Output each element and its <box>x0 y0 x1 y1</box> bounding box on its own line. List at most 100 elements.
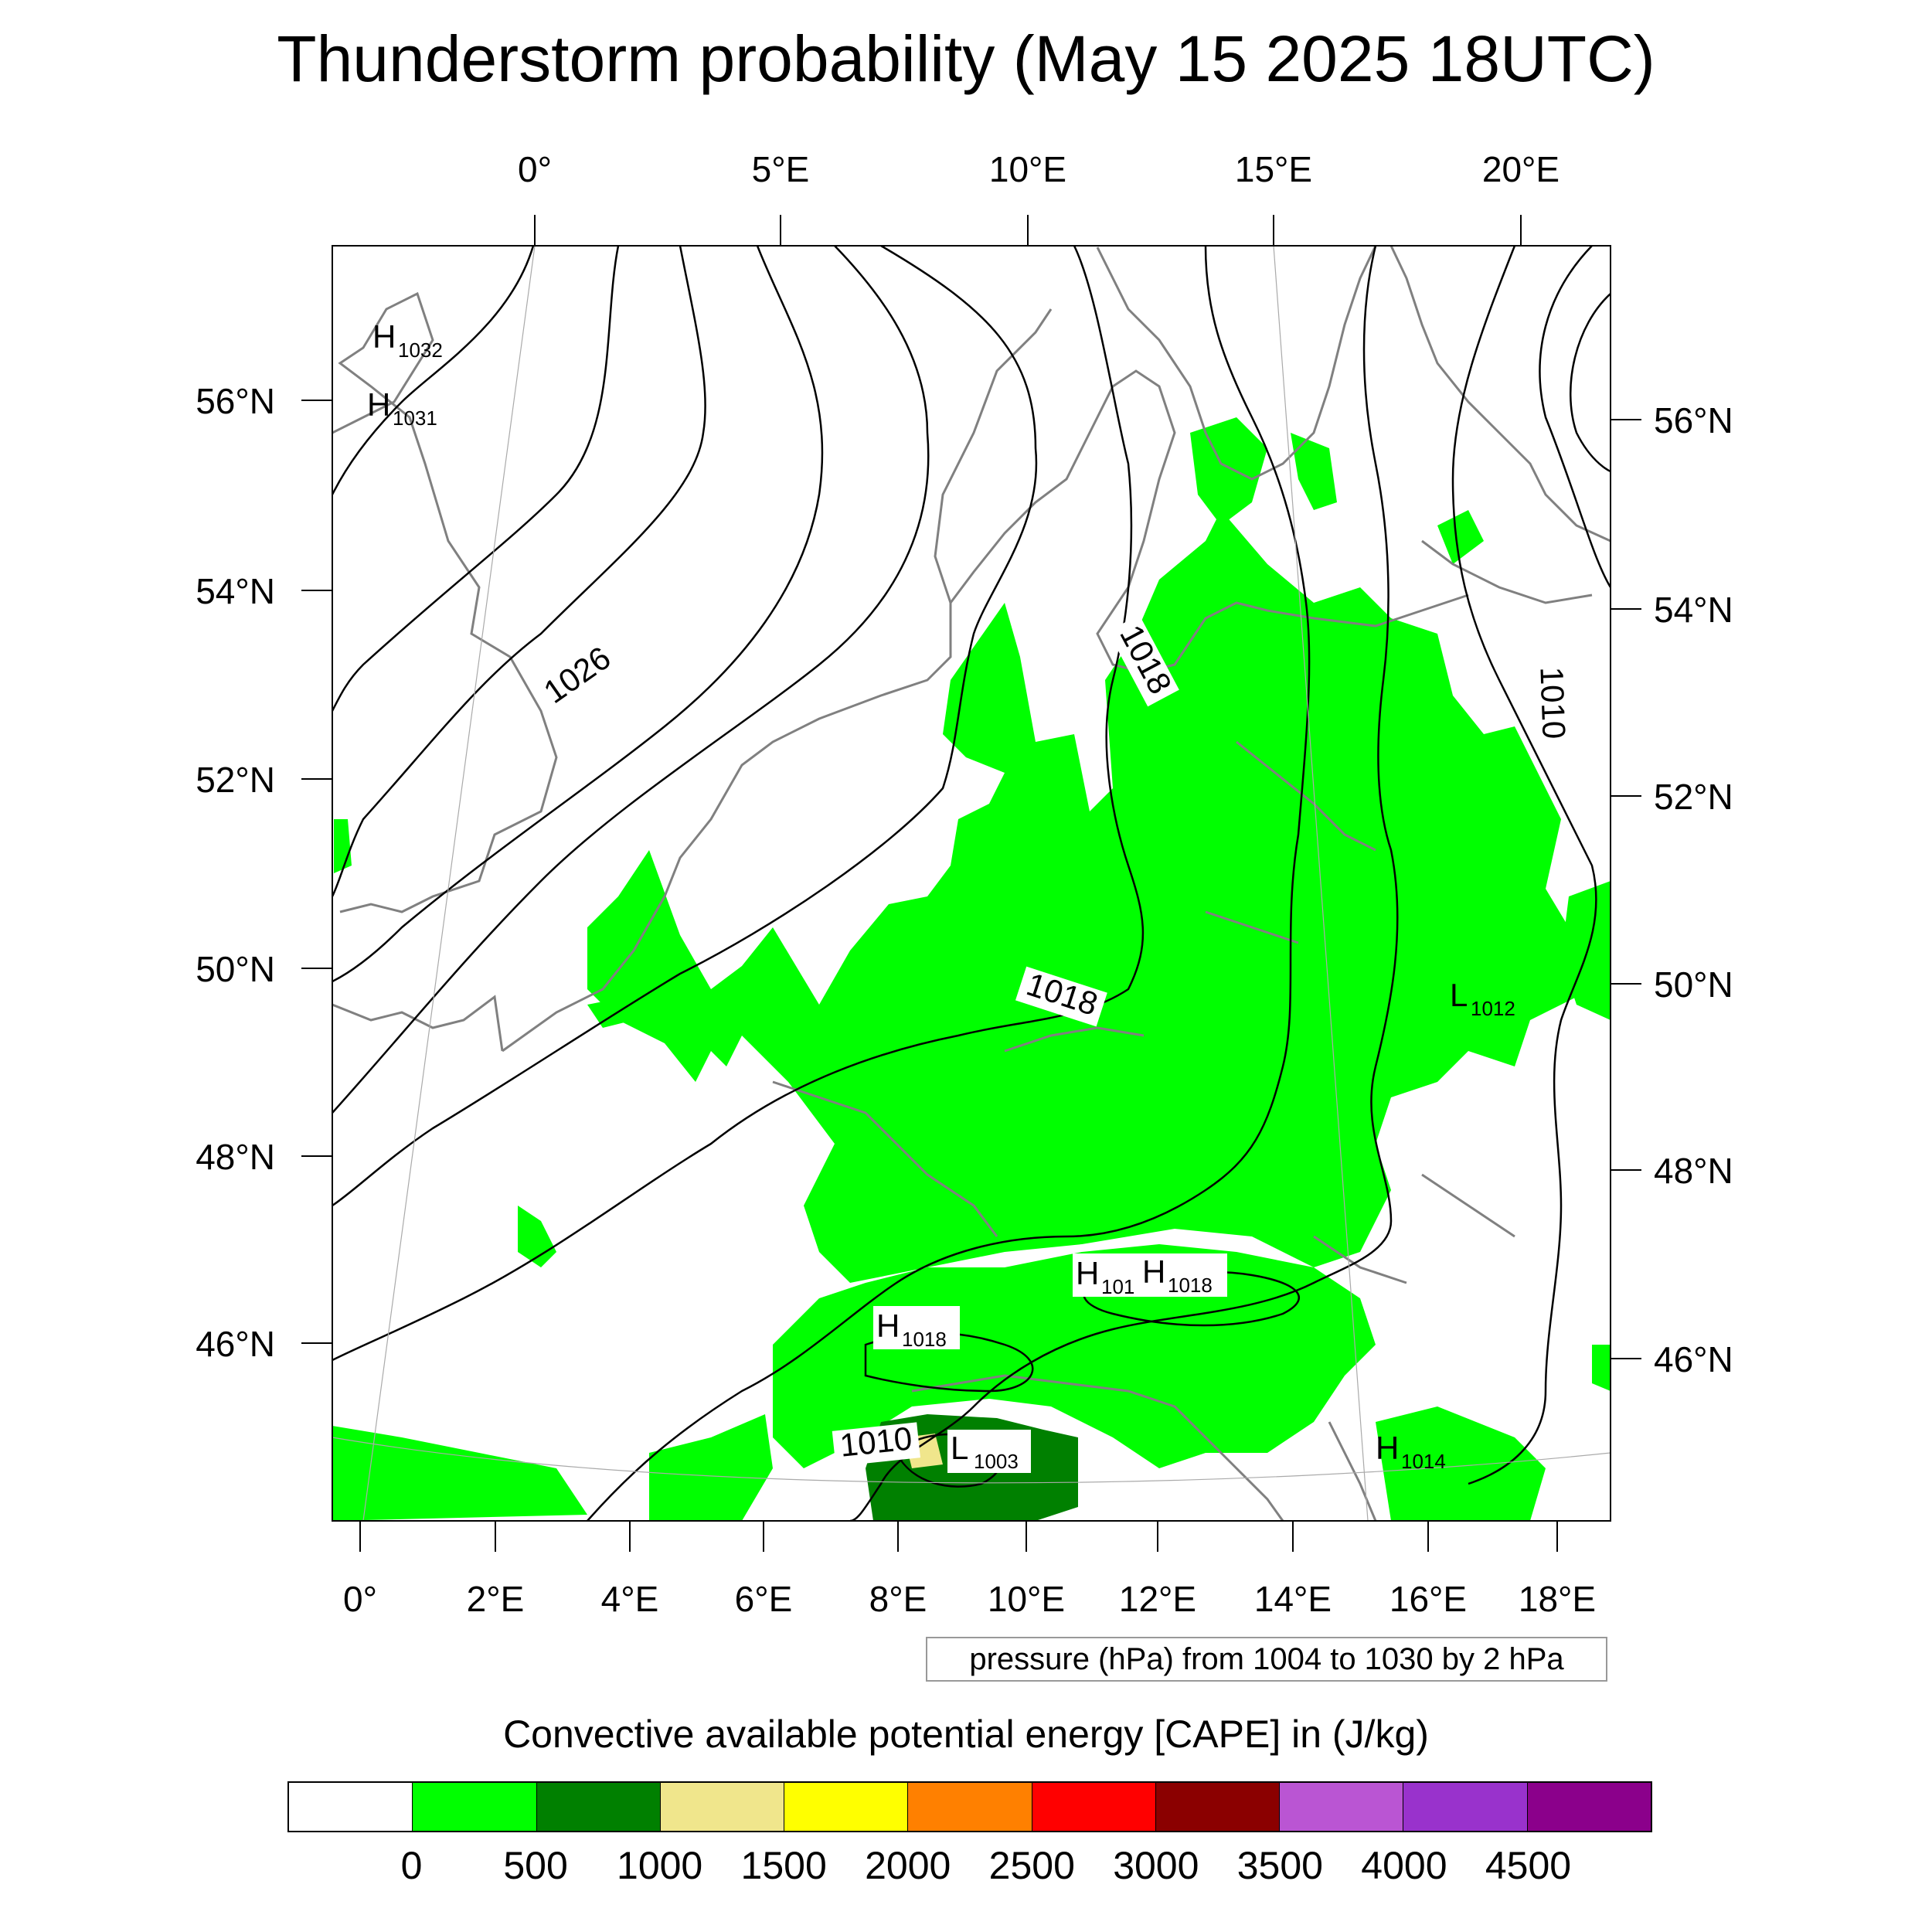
lon-label-top: 5°E <box>752 149 810 189</box>
cape-area-central <box>587 510 1592 1283</box>
meridian <box>1273 246 1369 1521</box>
cape-area-se-2 <box>1592 1345 1611 1391</box>
isobar-label-bg <box>1107 614 1179 707</box>
lat-label-left: 50°N <box>196 949 275 989</box>
lon-label-top: 20°E <box>1482 149 1560 189</box>
isobar-label-bg <box>1015 966 1107 1027</box>
colorbar-label: 4000 <box>1361 1844 1447 1887</box>
colorbar-label: 3500 <box>1236 1844 1323 1887</box>
cape-area-alps <box>773 1244 1376 1468</box>
isobar-label-bg <box>1531 659 1570 747</box>
cape-area-ne <box>1437 510 1484 564</box>
isobar-closed <box>1569 293 1611 473</box>
cape-area-east-2 <box>1561 881 1611 1020</box>
pressure-center: H 1018 <box>873 1306 960 1351</box>
pressure-center: H 1018 <box>1141 1253 1224 1297</box>
lat-label-right: 52°N <box>1654 777 1733 817</box>
isobar-label: 1010 <box>838 1420 914 1464</box>
lat-label-left: 48°N <box>196 1137 275 1177</box>
colorbar-label: 0 <box>400 1844 423 1887</box>
lat-label-right: 46°N <box>1654 1339 1733 1379</box>
coast-adriatic <box>911 1374 1377 1521</box>
lon-label-bottom: 6°E <box>735 1579 793 1619</box>
colorbar-title: Convective available potential energy [C… <box>503 1713 1429 1756</box>
center-value: 1012 <box>1471 997 1515 1020</box>
lon-label-top: 10°E <box>989 149 1066 189</box>
colorbar-segment <box>413 1783 537 1831</box>
coast-denmark <box>949 369 1469 674</box>
colorbar-segment <box>908 1783 1032 1831</box>
cape-shading <box>332 417 1611 1521</box>
center-value: 1018 <box>902 1328 947 1351</box>
lon-label-bottom: 8°E <box>869 1579 927 1619</box>
lon-label-bottom: 0° <box>343 1579 377 1619</box>
pressure-centers: H 1032 H 1031 H 101 H 1018 H 1018 L 1003 <box>367 318 1515 1473</box>
colorbar-segment <box>1280 1783 1404 1831</box>
center-bg <box>873 1306 960 1349</box>
center-letter: L <box>951 1430 968 1466</box>
lon-label-top: 15°E <box>1235 149 1312 189</box>
pressure-center: H 1014 <box>1376 1430 1446 1473</box>
lon-label-bottom: 10°E <box>988 1579 1065 1619</box>
isobar <box>332 246 535 495</box>
coast-sweden <box>1096 246 1377 481</box>
lat-label-right: 48°N <box>1654 1151 1733 1191</box>
colorbar-segment <box>1527 1783 1651 1831</box>
colorbar-segment <box>1155 1783 1281 1831</box>
isobar <box>587 246 1311 1521</box>
meridian <box>362 246 536 1521</box>
isobar <box>332 246 1145 1362</box>
colorbar-segment <box>1032 1783 1156 1831</box>
cape-area-west-2 <box>334 819 352 873</box>
lat-label-right: 56°N <box>1654 400 1733 440</box>
pressure-center: H 1032 <box>372 318 443 362</box>
lat-label-left: 52°N <box>196 760 275 800</box>
isobar <box>1451 246 1597 1485</box>
lat-label-left: 56°N <box>196 381 275 421</box>
coastlines <box>332 246 1611 1521</box>
colorbar-label: 3000 <box>1113 1844 1199 1887</box>
colorbar-segment <box>784 1783 909 1831</box>
center-value: 1031 <box>393 406 437 430</box>
graticule <box>332 246 1611 1521</box>
cape-area-east <box>1383 742 1515 866</box>
isobar-label: 1010 <box>1533 666 1572 740</box>
center-value: 101 <box>1101 1275 1134 1298</box>
coast-continent <box>502 308 1053 1053</box>
lon-label-bottom: 4°E <box>601 1579 659 1619</box>
center-value: 1018 <box>1168 1274 1213 1297</box>
pressure-note: pressure (hPa) from 1004 to 1030 by 2 hP… <box>926 1637 1607 1682</box>
colorbar-label: 2500 <box>988 1844 1075 1887</box>
colorbar <box>287 1781 1652 1832</box>
colorbar-labels: 0 500 1000 1500 2000 2500 3000 3500 4000 4500 <box>0 1843 1932 1889</box>
center-value: 1032 <box>398 338 443 362</box>
isobar <box>332 246 930 1114</box>
pressure-center: H 1031 <box>367 386 437 430</box>
coast-baltic <box>1389 246 1611 604</box>
isobar-label-bg <box>533 638 624 716</box>
lon-label-top: 0° <box>518 149 552 189</box>
right-lat-labels: 56°N 54°N 52°N 50°N 48°N 46°N <box>1654 400 1733 1379</box>
colorbar-label: 500 <box>503 1844 568 1887</box>
center-bg <box>947 1430 1031 1473</box>
border-lines <box>772 740 1515 1284</box>
lat-label-left: 46°N <box>196 1324 275 1364</box>
center-bg <box>1141 1253 1224 1297</box>
cape-area-south <box>332 1426 587 1521</box>
center-letter: H <box>876 1308 900 1344</box>
top-lon-labels: 0° 5°E 10°E 15°E 20°E <box>518 149 1560 189</box>
cape-area-north-2 <box>1291 433 1337 510</box>
chart-title: Thunderstorm probability (May 15 2025 18… <box>277 22 1655 95</box>
isobar <box>332 246 620 712</box>
isobar <box>332 246 1038 1207</box>
colorbar-segment <box>536 1783 661 1831</box>
colorbar-label: 1500 <box>740 1844 827 1887</box>
center-letter: H <box>1076 1255 1099 1291</box>
cape-area-south-2 <box>649 1414 773 1521</box>
center-letter: H <box>1376 1430 1399 1466</box>
cape-area-se <box>1376 1406 1546 1521</box>
center-value: 1014 <box>1401 1450 1446 1473</box>
isobar <box>332 246 706 897</box>
lon-label-bottom: 14°E <box>1254 1579 1332 1619</box>
colorbar-label: 4500 <box>1485 1844 1572 1887</box>
